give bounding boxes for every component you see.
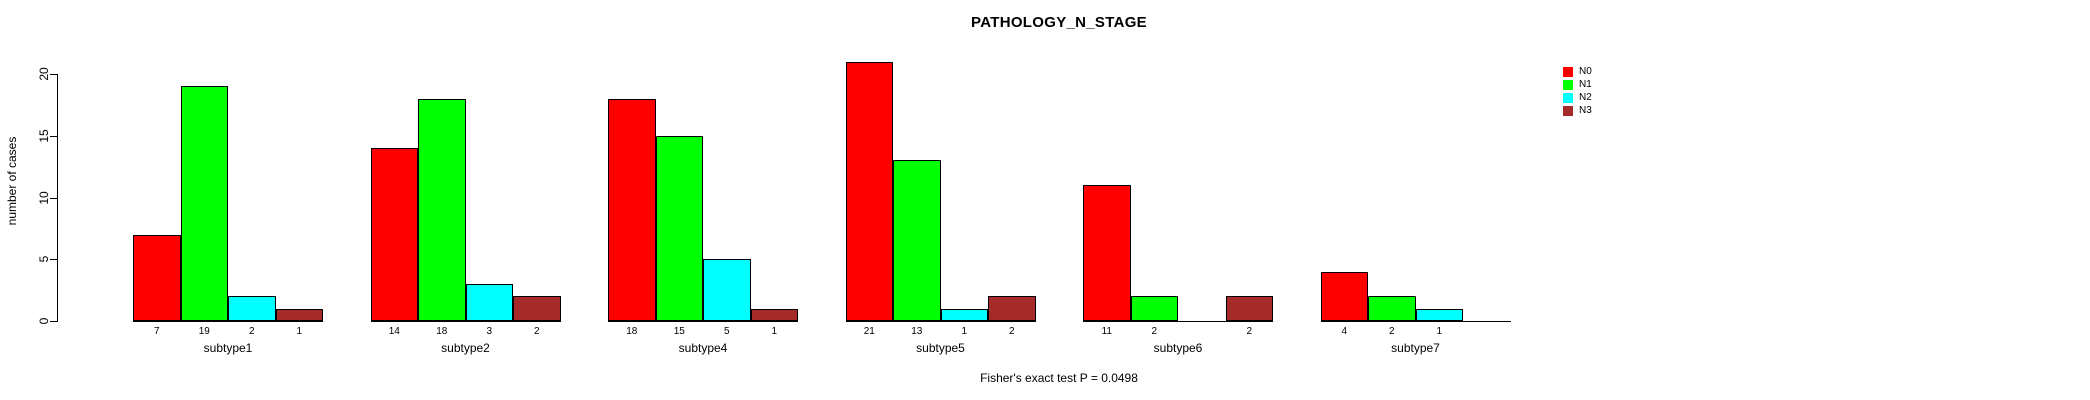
y-axis-line — [57, 74, 58, 322]
bar-value-label: 15 — [673, 326, 685, 337]
bar-value-label: 1 — [771, 326, 778, 337]
legend-item-N2: N2 — [1563, 93, 1592, 103]
bar-subtype1-N0 — [133, 235, 181, 321]
category-label-subtype5: subtype5 — [916, 341, 965, 355]
bar-subtype2-N3 — [513, 296, 561, 321]
legend-item-N1: N1 — [1563, 80, 1592, 90]
bar-value-label: 2 — [1008, 326, 1015, 337]
bar-subtype6-N0 — [1083, 185, 1131, 321]
legend-label: N3 — [1579, 105, 1592, 116]
bar-value-label: 1 — [296, 326, 303, 337]
footer-annotation: Fisher's exact test P = 0.0498 — [980, 371, 1138, 385]
bar-value-label: 2 — [248, 326, 255, 337]
bar-subtype5-N3 — [988, 296, 1036, 321]
legend-swatch-icon — [1563, 93, 1573, 103]
bar-subtype2-N1 — [418, 99, 466, 321]
category-label-subtype4: subtype4 — [678, 341, 728, 355]
bar-subtype1-N2 — [228, 296, 276, 321]
legend-item-N3: N3 — [1563, 106, 1592, 116]
y-tick — [50, 321, 57, 322]
bar-value-label: 4 — [1341, 326, 1348, 337]
bar-value-label: 11 — [1101, 326, 1112, 337]
y-tick — [50, 135, 57, 137]
legend-label: N0 — [1579, 66, 1592, 77]
bar-value-label: 18 — [626, 326, 638, 337]
legend: N0 N1 N2 N3 — [1563, 67, 1592, 116]
bar-value-label: 5 — [723, 326, 730, 337]
group-baseline — [608, 321, 798, 322]
bar-subtype4-N0 — [608, 99, 656, 321]
bar-subtype7-N1 — [1368, 296, 1416, 321]
y-tick — [50, 197, 57, 199]
group-baseline — [133, 321, 323, 322]
bar-subtype5-N0 — [845, 62, 893, 321]
bar-subtype2-N0 — [370, 148, 418, 321]
y-tick-label: 5 — [37, 255, 51, 263]
y-tick-label: 20 — [37, 67, 51, 81]
bar-subtype2-N2 — [465, 284, 513, 321]
legend-swatch-icon — [1563, 67, 1573, 77]
bar-subtype4-N2 — [703, 259, 751, 321]
bar-value-label: 2 — [533, 326, 540, 337]
bar-value-label: 7 — [153, 326, 160, 337]
bar-value-label: 2 — [1388, 326, 1395, 337]
legend-label: N2 — [1579, 92, 1592, 103]
legend-item-N0: N0 — [1563, 67, 1592, 77]
group-baseline — [370, 321, 561, 322]
legend-label: N1 — [1579, 79, 1592, 90]
legend-swatch-icon — [1563, 106, 1573, 116]
bar-value-label: 13 — [911, 326, 923, 337]
bar-subtype5-N1 — [893, 160, 941, 321]
bar-value-label: 1 — [961, 326, 968, 337]
category-label-subtype1: subtype1 — [203, 341, 253, 355]
bar-subtype6-N3 — [1225, 296, 1273, 321]
bar-value-label: 3 — [486, 326, 493, 337]
bar-subtype4-N3 — [750, 309, 798, 321]
bar-value-label: 1 — [1436, 326, 1443, 337]
bar-subtype1-N3 — [275, 309, 323, 321]
bar-subtype1-N1 — [180, 86, 228, 321]
bar-subtype7-N0 — [1320, 272, 1368, 321]
legend-swatch-icon — [1563, 80, 1573, 90]
y-tick-label: 10 — [37, 190, 51, 205]
bar-value-label: 19 — [198, 326, 210, 337]
bar-value-label: 18 — [436, 326, 448, 337]
category-label-subtype6: subtype6 — [1153, 341, 1203, 355]
chart-title: PATHOLOGY_N_STAGE — [971, 14, 1147, 31]
bar-subtype4-N1 — [655, 136, 703, 321]
bar-subtype6-N1 — [1130, 296, 1178, 321]
bar-value-label: 21 — [863, 326, 875, 337]
y-tick-label: 0 — [37, 317, 51, 325]
category-label-subtype7: subtype7 — [1391, 341, 1440, 355]
bar-subtype5-N2 — [940, 309, 988, 321]
group-baseline — [1320, 321, 1511, 322]
bar-value-label: 14 — [388, 326, 400, 337]
bar-value-label: 2 — [1246, 326, 1253, 337]
group-baseline — [845, 321, 1036, 322]
category-label-subtype2: subtype2 — [441, 341, 490, 355]
y-tick-label: 15 — [37, 129, 51, 143]
bar-subtype7-N2 — [1415, 309, 1463, 321]
group-baseline — [1083, 321, 1273, 322]
bar-value-label: 2 — [1151, 326, 1158, 337]
y-tick — [50, 74, 57, 75]
y-tick — [50, 259, 57, 261]
